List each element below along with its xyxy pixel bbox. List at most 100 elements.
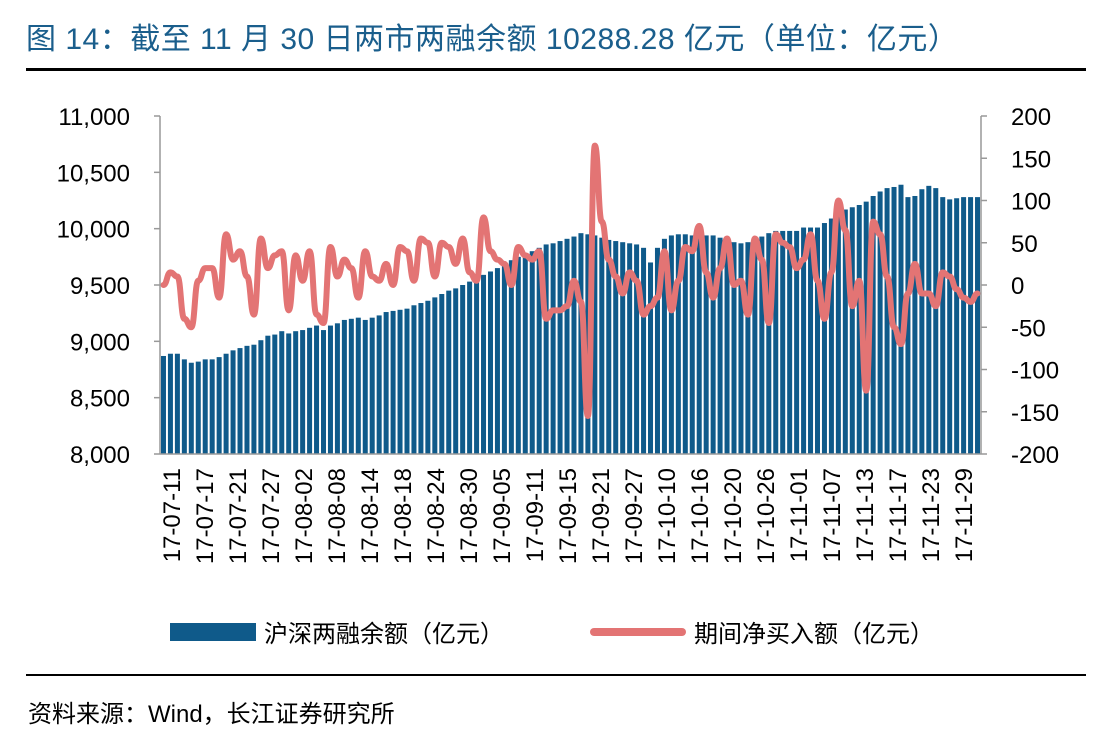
bar [961,197,967,454]
right-tick-label: -100 [1011,358,1059,385]
x-tick-label: 17-11-01 [786,468,813,562]
bar [787,230,793,454]
bar [362,319,368,454]
left-tick-label: 10,500 [57,160,130,187]
bar [425,300,431,454]
bar [620,242,626,454]
bar [293,331,299,454]
bar [439,294,445,454]
bar [808,227,814,454]
x-tick-label: 17-09-11 [522,468,549,562]
right-tick-label: 50 [1011,231,1038,258]
bar [557,241,563,454]
bar [522,255,528,454]
x-tick-label: 17-11-07 [819,468,846,562]
bar [314,325,320,454]
bar [592,235,598,454]
legend-bar-label: 沪深两融余额（亿元） [264,621,504,648]
x-axis-labels: 17-07-11 17-07-17 17-07-21 17-07-27 17-08-02… [159,468,978,564]
bar [975,197,981,454]
bar [501,263,507,454]
bar [968,197,974,454]
bar [334,323,340,454]
bar [515,256,521,454]
bar [307,327,313,454]
bar [265,335,271,454]
left-tick-label: 8,000 [70,442,130,469]
bar [237,348,243,454]
bar [258,340,264,454]
bar [682,234,688,454]
bar [446,290,452,454]
bar [571,236,577,454]
bar [766,233,772,454]
x-tick-label: 17-08-30 [456,468,483,564]
bar [174,353,180,454]
bar [759,236,765,454]
bar [717,237,723,454]
bar [947,199,953,454]
bar [954,198,960,454]
x-tick-label: 17-11-17 [885,468,912,562]
bar [606,239,612,454]
x-tick-label: 17-11-13 [852,468,879,562]
x-tick-label: 17-07-11 [159,468,186,562]
bar [599,237,605,454]
legend-line-label: 期间净买入额（亿元） [694,621,934,648]
bar-series [160,184,981,455]
bar [202,359,208,454]
x-tick-label: 17-07-21 [225,468,252,564]
source-note: 资料来源：Wind，长江证券研究所 [28,701,395,728]
x-tick-label: 17-11-23 [918,468,945,562]
bar [794,230,800,454]
bar [870,195,876,455]
legend-line: 期间净买入额（亿元） [590,614,934,649]
bar [272,334,278,454]
bar [675,234,681,454]
x-tick-label: 17-10-16 [687,468,714,564]
bar [801,227,807,454]
bar [188,362,194,454]
legend-bar-swatch [170,622,256,641]
bar [411,305,417,454]
bar [613,241,619,454]
left-tick-label: 9,000 [70,329,130,356]
bar [627,243,633,454]
bar [884,188,890,455]
bar [244,345,250,454]
bar [467,281,473,454]
bar [703,235,709,454]
legend-bar: 沪深两融余额（亿元） [170,614,504,649]
bar [898,184,904,455]
bar [481,274,487,454]
right-tick-label: 100 [1011,189,1051,216]
right-tick-label: -150 [1011,400,1059,427]
bar [251,344,257,454]
legend-line-swatch [590,627,686,636]
right-tick-label: -200 [1011,442,1059,469]
x-tick-label: 17-11-29 [951,468,978,562]
bar [689,235,695,454]
bar [835,212,841,454]
bar [877,191,883,455]
bar [376,315,382,454]
bar [181,359,187,454]
top-rule [26,68,1086,71]
bar [474,278,480,454]
right-tick-label: 150 [1011,146,1051,173]
bar [919,189,925,455]
bar [668,235,674,454]
x-tick-label: 17-10-20 [720,468,747,564]
bar [940,197,946,454]
bar [856,205,862,454]
bar [404,308,410,454]
bar [912,195,918,455]
bar [780,230,786,454]
x-tick-label: 17-09-15 [555,468,582,564]
x-tick-label: 17-07-17 [192,468,219,564]
bar [487,271,493,454]
left-tick-label: 11,000 [58,104,130,131]
bar [300,330,306,454]
bar [745,242,751,454]
left-tick-label: 8,500 [70,386,130,413]
